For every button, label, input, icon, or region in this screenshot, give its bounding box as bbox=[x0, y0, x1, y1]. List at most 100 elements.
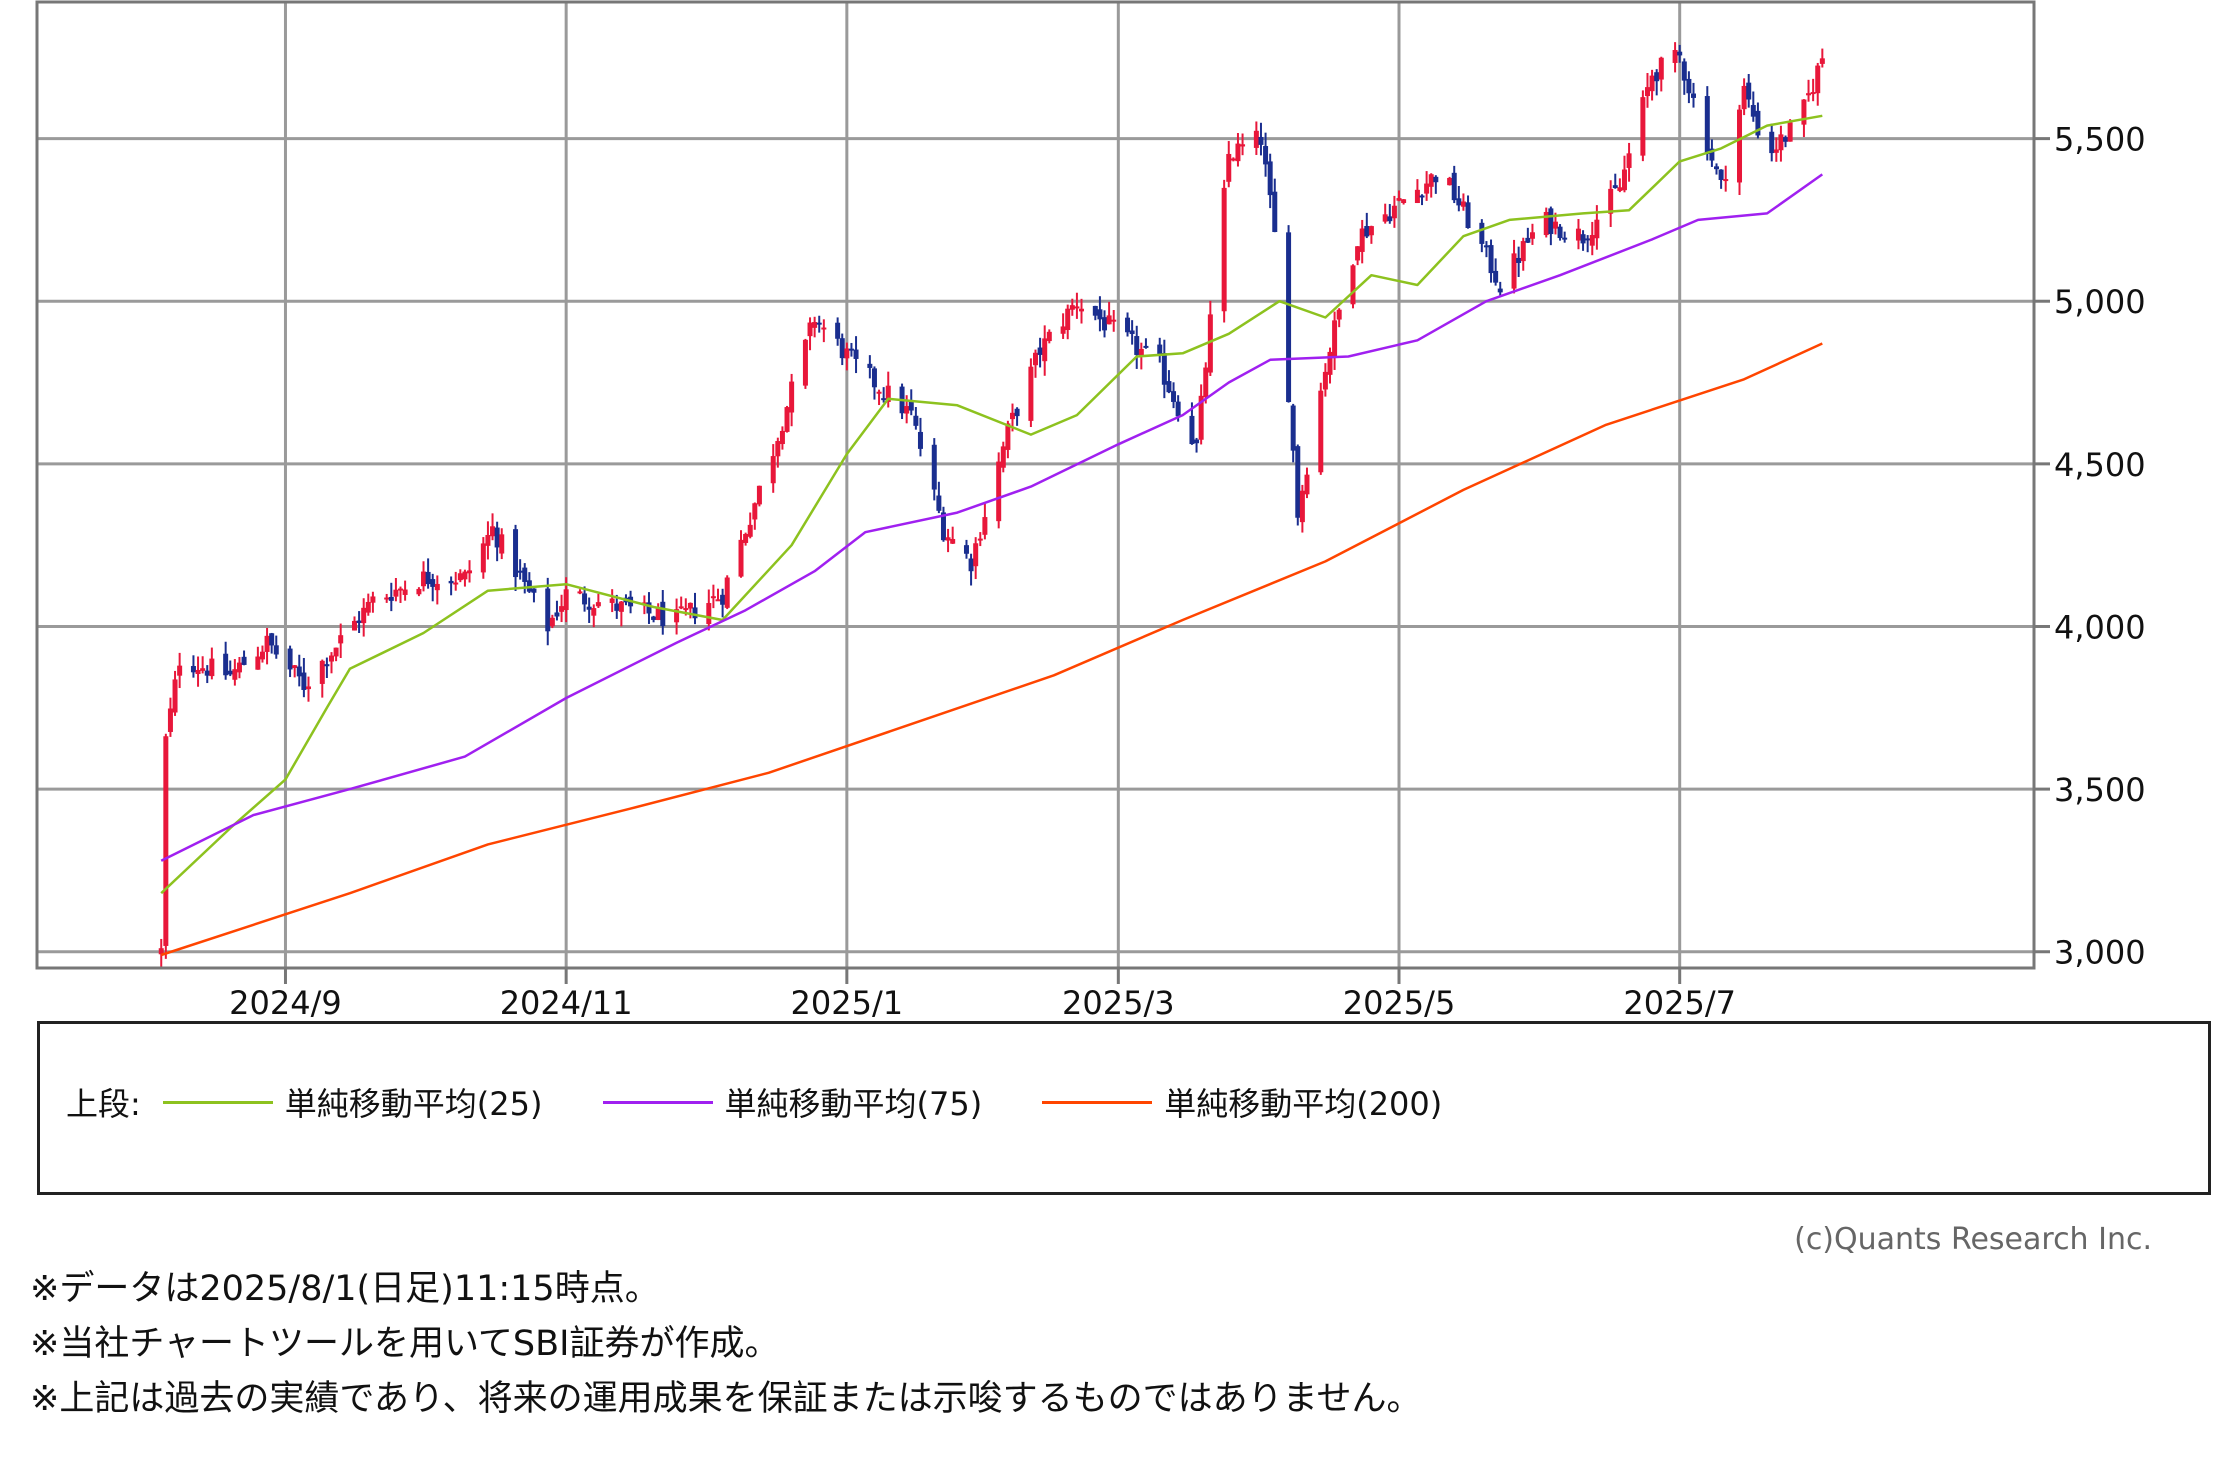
candle-body bbox=[1263, 146, 1269, 165]
legend-row: 上段: 単純移動平均(25) 単純移動平均(75) 単純移動平均(200) bbox=[66, 1079, 1502, 1125]
candle-body bbox=[1143, 345, 1149, 348]
candle-body bbox=[434, 583, 440, 591]
candle-body bbox=[1414, 189, 1420, 204]
legend-item-ma200: 単純移動平均(200) bbox=[1042, 1079, 1442, 1125]
candle-body bbox=[1580, 234, 1586, 244]
candle-body bbox=[706, 603, 712, 625]
candle-body bbox=[1773, 149, 1779, 153]
candle-body bbox=[1198, 395, 1204, 440]
candle-body bbox=[241, 656, 247, 665]
candle-body bbox=[1690, 93, 1696, 98]
candle-body bbox=[1042, 338, 1048, 362]
candle-body bbox=[480, 543, 486, 573]
legend-swatch-ma200 bbox=[1042, 1100, 1153, 1104]
candle-body bbox=[586, 606, 592, 610]
candle-body bbox=[1332, 320, 1338, 357]
candle-body bbox=[816, 322, 822, 325]
candle-body bbox=[1240, 144, 1246, 147]
candle-body bbox=[296, 666, 302, 677]
candle-body bbox=[756, 485, 762, 505]
candle-body bbox=[1589, 235, 1595, 246]
candle-body bbox=[549, 617, 555, 627]
candle-body bbox=[1447, 177, 1453, 186]
candle-body bbox=[1134, 336, 1140, 355]
candle-body bbox=[1612, 185, 1618, 188]
candle-body bbox=[1368, 226, 1374, 236]
candle-body bbox=[1129, 330, 1135, 335]
candle-body bbox=[738, 539, 744, 577]
candle-body bbox=[1065, 308, 1071, 331]
candle-body bbox=[871, 368, 877, 388]
candle-body bbox=[1350, 265, 1356, 305]
x-tick-label: 2025/3 bbox=[1062, 984, 1175, 1020]
legend-item-ma75: 単純移動平均(75) bbox=[602, 1079, 983, 1125]
candle-body bbox=[1815, 65, 1821, 94]
candle-body bbox=[1046, 331, 1052, 342]
candle-body bbox=[1723, 179, 1729, 182]
candle-body bbox=[1681, 61, 1687, 81]
candle-body bbox=[264, 635, 270, 652]
candle-body bbox=[1189, 415, 1195, 445]
candle-body bbox=[917, 431, 923, 449]
candle-body bbox=[775, 441, 781, 457]
candle-body bbox=[614, 603, 620, 611]
candle-body bbox=[683, 608, 689, 611]
candle-body bbox=[940, 512, 946, 541]
candle-body bbox=[333, 647, 339, 657]
candle-body bbox=[1318, 390, 1324, 473]
candle-body bbox=[710, 596, 716, 599]
x-tick-label: 2024/11 bbox=[500, 984, 633, 1020]
candle-body bbox=[388, 596, 394, 601]
candle-body bbox=[393, 589, 399, 597]
candle-body bbox=[1608, 188, 1614, 214]
candle-body bbox=[1194, 439, 1200, 444]
candle-body bbox=[848, 348, 854, 351]
candle-body bbox=[365, 601, 371, 613]
footnote-data-time: ※データは2025/8/1(日足)11:15時点。 bbox=[30, 1269, 660, 1309]
candle-body bbox=[1258, 136, 1264, 145]
candle-body bbox=[1787, 122, 1793, 142]
candle-body bbox=[1801, 99, 1807, 125]
plot-frame bbox=[35, 0, 2036, 970]
candle-body bbox=[835, 322, 841, 339]
candle-body bbox=[1557, 226, 1563, 239]
candle-body bbox=[802, 339, 808, 386]
candle-body bbox=[678, 606, 684, 609]
candle-body bbox=[839, 338, 845, 359]
candle-body bbox=[1355, 246, 1361, 261]
candle-body bbox=[1520, 241, 1526, 262]
candle-body bbox=[559, 606, 565, 612]
x-tick-label: 2025/7 bbox=[1623, 984, 1736, 1020]
candle-body bbox=[1529, 232, 1535, 239]
candle-body bbox=[1230, 158, 1236, 161]
candle-body bbox=[1424, 183, 1430, 194]
candle-body bbox=[402, 589, 408, 595]
x-tick-label: 2024/9 bbox=[229, 984, 342, 1020]
candle-body bbox=[287, 648, 293, 670]
candle-body bbox=[158, 948, 164, 955]
candle-body bbox=[255, 656, 261, 670]
candle-body bbox=[1543, 211, 1549, 236]
candle-body bbox=[1382, 214, 1388, 222]
candle-body bbox=[789, 381, 795, 413]
candle-body bbox=[305, 686, 311, 690]
candle-body bbox=[660, 601, 666, 627]
candle-body bbox=[853, 349, 859, 359]
legend-label-ma75: 単純移動平均(75) bbox=[724, 1085, 983, 1123]
candle-body bbox=[1621, 169, 1627, 191]
candle-body bbox=[1585, 238, 1591, 241]
y-tick-label: 5,000 bbox=[2054, 283, 2146, 321]
candle-body bbox=[273, 645, 279, 655]
candle-body bbox=[416, 588, 422, 595]
legend-label-ma200: 単純移動平均(200) bbox=[1164, 1085, 1443, 1123]
candle-body bbox=[1548, 208, 1554, 235]
candle-body bbox=[167, 708, 173, 732]
candle-body bbox=[1000, 446, 1006, 468]
candle-body bbox=[209, 658, 215, 677]
candle-body bbox=[1562, 237, 1568, 240]
footnotes: ※データは2025/8/1(日足)11:15時点。 ※当社チャートツールを用いて… bbox=[30, 1262, 1422, 1427]
legend-label-ma25: 単純移動平均(25) bbox=[284, 1085, 543, 1123]
candle-body bbox=[1497, 288, 1503, 293]
candle-body bbox=[1649, 75, 1655, 92]
candle-body bbox=[1327, 351, 1333, 375]
